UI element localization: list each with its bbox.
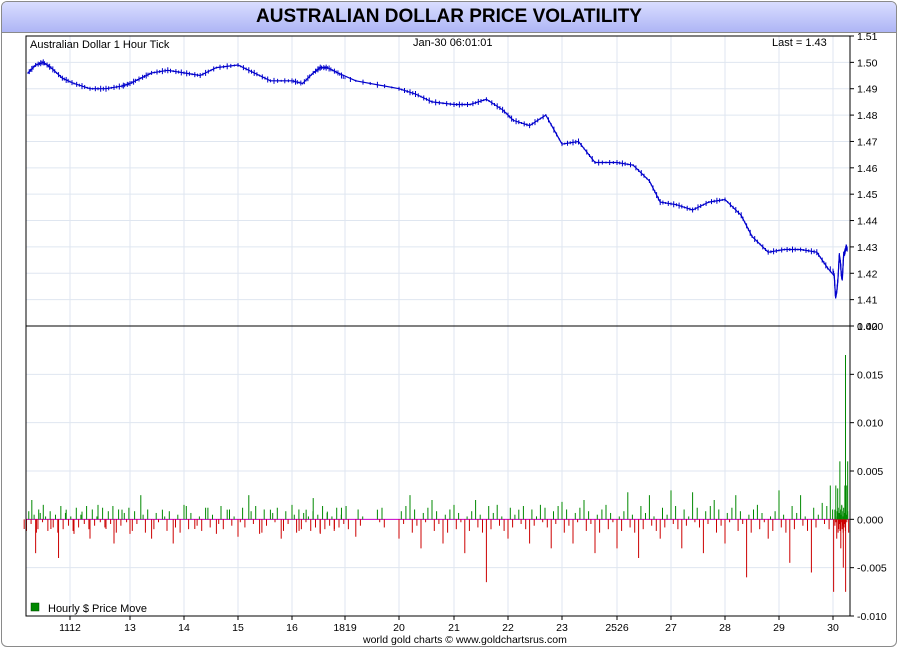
price-y-tick-label: 1.44 [857,216,878,228]
price-panel-border [25,35,851,327]
chart-footer: world gold charts © www.goldchartsrus.co… [362,634,567,646]
x-tick-label: 1819 [333,622,357,634]
volatility-y-axis: 0.020 0.015 0.010 0.005 0.000 -0.005 -0.010 [850,321,887,623]
price-y-tick-label: 1.41 [857,295,878,307]
x-tick-label: 21 [448,622,460,634]
price-chart-timestamp: Jan-30 06:01:01 [413,37,493,49]
volatility-y-tick-label: 0.020 [857,321,883,333]
price-y-tick-label: 1.45 [857,189,878,201]
x-tick-label: 27 [665,622,677,634]
volatility-y-tick-label: 0.005 [857,466,883,478]
x-tick-label: 15 [232,622,244,634]
x-axis: 1112 13 14 15 16 1819 20 21 22 23 2526 27 28 29 30 [59,616,839,634]
price-y-tick-label: 1.49 [857,84,878,96]
volatility-y-tick-label: 0.015 [857,369,883,381]
price-line [27,61,848,298]
x-tick-label: 29 [773,622,785,634]
price-y-tick-label: 1.46 [857,163,878,175]
price-y-tick-label: 1.42 [857,268,878,280]
price-series [27,59,848,299]
price-y-tick-label: 1.51 [857,31,878,43]
legend-swatch [30,602,40,612]
price-grid [26,36,850,326]
price-y-axis: 1.51 1.50 1.49 1.48 1.47 1.46 1.45 1.44 1.43 1.42… [850,31,878,333]
page-title: AUSTRALIAN DOLLAR PRICE VOLATILITY [2,2,896,33]
volatility-y-tick-label: -0.005 [857,563,887,575]
price-last-label: Last = 1.43 [772,37,827,49]
volatility-y-tick-label: 0.000 [857,514,883,526]
volatility-y-tick-label: 0.010 [857,418,883,430]
x-tick-label: 20 [393,622,405,634]
volatility-grid [26,326,850,616]
price-y-tick-label: 1.43 [857,242,878,254]
x-tick-label: 22 [502,622,514,634]
x-tick-label: 23 [556,622,568,634]
x-tick-label: 16 [286,622,298,634]
x-tick-label: 1112 [59,622,81,634]
x-tick-label: 14 [178,622,190,634]
volatility-y-tick-label: -0.010 [857,611,887,623]
price-y-tick-label: 1.48 [857,110,878,122]
legend-label: Hourly $ Price Move [48,603,147,615]
volatility-bars [23,355,850,592]
x-tick-label: 13 [124,622,136,634]
x-tick-label: 30 [827,622,839,634]
price-y-tick-label: 1.40 [857,321,878,333]
price-y-tick-label: 1.50 [857,57,878,69]
price-chart-title: Australian Dollar 1 Hour Tick [30,39,170,51]
price-y-tick-label: 1.47 [857,136,878,148]
x-tick-label: 2526 [605,622,629,634]
x-tick-label: 28 [719,622,731,634]
